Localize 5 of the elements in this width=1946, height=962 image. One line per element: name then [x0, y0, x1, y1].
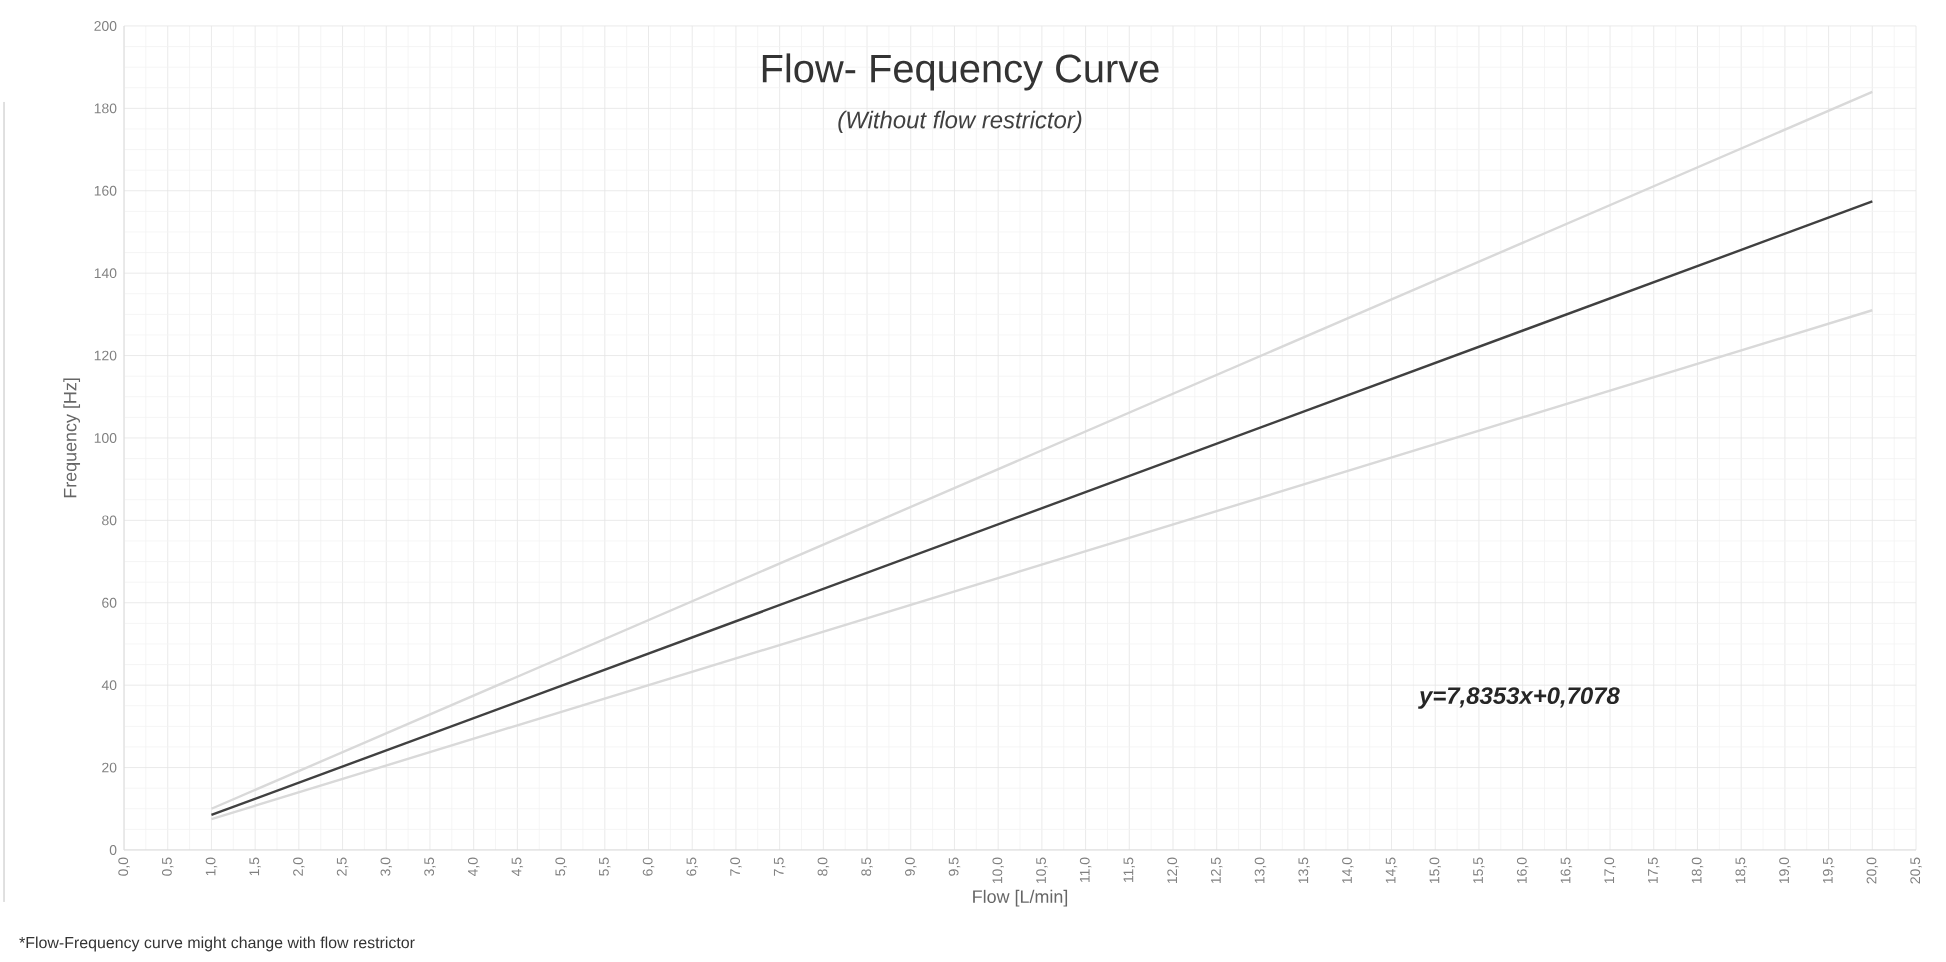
y-axis-title: Frequency [Hz]: [63, 378, 81, 498]
annotation: y=7,8353x+0,7078: [1418, 687, 1620, 709]
text: Flow- Fequency Curve: [762, 53, 1159, 91]
x-axis-title: Flow [L/min]: [973, 889, 1068, 907]
text: (Without flow restrictor): [838, 110, 1082, 134]
